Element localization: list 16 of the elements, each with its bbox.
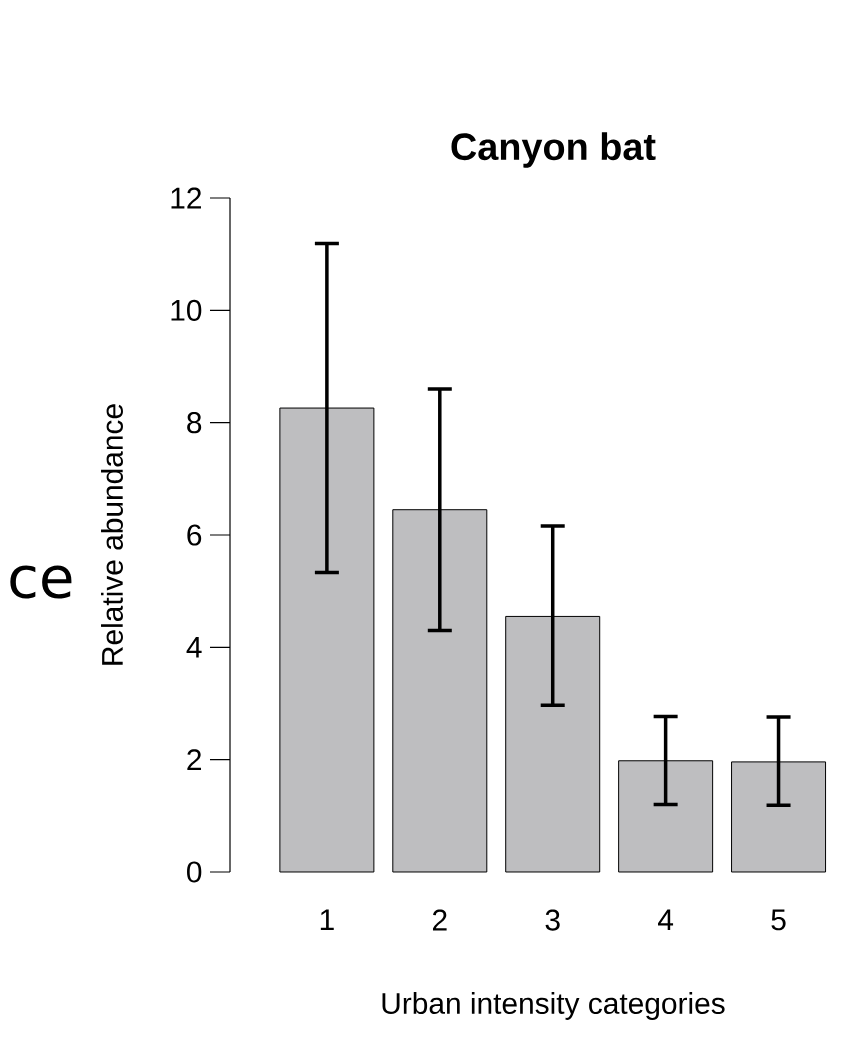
y-tick-label: 12 (171, 187, 201, 209)
y-tick-label: 0 (187, 861, 202, 883)
y-tick-label: 6 (187, 524, 202, 546)
x-axis-title: Urban intensity categories (382, 992, 725, 1020)
x-tick-label: 4 (658, 909, 674, 931)
y-tick-label: 4 (186, 637, 202, 658)
text: ce (10, 565, 72, 599)
y-tick-label: 2 (187, 749, 201, 771)
chart-title: Canyon bat (451, 132, 656, 168)
x-tick-label: 1 (320, 909, 334, 931)
y-axis-title: Relative abundance (101, 404, 123, 665)
y-tick-label: 10 (171, 299, 202, 321)
x-tick-label: 3 (545, 909, 560, 931)
x-tick-label: 5 (771, 909, 786, 931)
y-tick-label: 8 (187, 412, 202, 434)
x-tick-label: 2 (432, 909, 447, 931)
